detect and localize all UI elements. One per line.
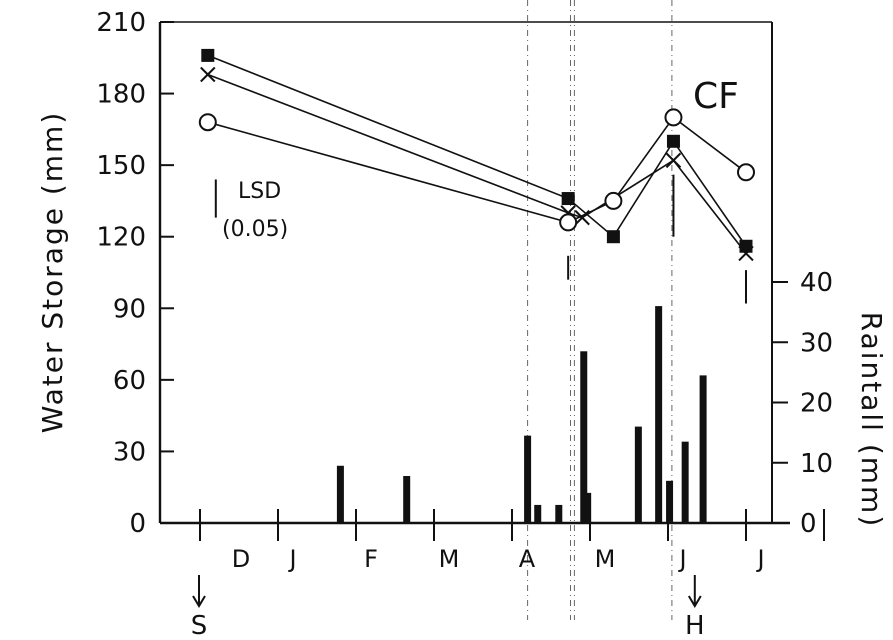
rainfall-bar-5	[580, 351, 588, 523]
left-tick-label-2: 60	[113, 366, 146, 396]
point-x-0-b	[200, 66, 216, 83]
point-open-circle-0	[198, 113, 217, 132]
point-open-circle-2	[604, 191, 623, 210]
rainfall-bar-10	[681, 441, 689, 523]
point-open-circle-1	[559, 213, 578, 232]
point-x-3	[665, 152, 682, 169]
rainfall-bar-4	[555, 504, 563, 523]
point-open-circle-4	[737, 163, 755, 182]
right-tick-label-1: 10	[800, 449, 833, 479]
series-line-open-circle	[207, 116, 747, 224]
rainfall-bar-9	[666, 480, 674, 523]
left-tick-label-0: 0	[129, 509, 146, 539]
point-filled-square-1	[561, 192, 575, 206]
lsd-bars	[214, 174, 747, 304]
rainfall-bar-1	[403, 476, 411, 523]
point-x-0	[200, 66, 216, 83]
month-label-1: J	[287, 545, 296, 573]
month-label-2: F	[364, 545, 378, 573]
month-label-0: D	[232, 545, 250, 573]
lsd-value: (0.05)	[222, 217, 288, 242]
panel-label: CF	[693, 76, 739, 117]
month-label-5: M	[595, 545, 616, 573]
event-arrowhead-S	[192, 595, 206, 608]
rainfall-bars	[336, 306, 707, 523]
right-tick-label-0: 0	[800, 509, 817, 539]
month-label-3: M	[439, 545, 460, 573]
rainfall-bar-3	[534, 504, 542, 523]
point-x-3-b	[665, 152, 682, 169]
right-axis-title: Raintall (mm)	[855, 312, 888, 529]
vertical-date-markers	[527, 0, 673, 620]
left-axis-title: Water Storage (mm)	[36, 111, 69, 434]
water-storage-series	[198, 48, 755, 262]
left-tick-label-3: 90	[113, 294, 146, 324]
left-tick-label-1: 30	[113, 437, 146, 467]
right-tick-label-2: 20	[800, 389, 833, 419]
right-tick-label-4: 40	[800, 268, 833, 298]
point-open-circle-3	[664, 108, 683, 127]
left-tick-label-7: 210	[96, 8, 146, 38]
left-tick-label-5: 150	[96, 151, 146, 181]
lsd-label: LSD	[238, 179, 281, 204]
point-filled-square-0	[201, 48, 215, 62]
rainfall-bar-6	[584, 492, 592, 523]
rainfall-bar-8	[655, 306, 663, 523]
point-x-4-b	[738, 245, 754, 262]
series-line-filled-square	[207, 54, 747, 247]
rainfall-bar-2	[524, 435, 532, 523]
month-label-7: J	[755, 545, 764, 573]
right-axis-ticks: 0 10 20 30 40	[772, 268, 833, 539]
right-tick-label-3: 30	[800, 328, 833, 358]
point-filled-square-3	[666, 134, 680, 148]
point-filled-square-2	[606, 230, 620, 244]
event-arrowhead-H	[687, 595, 702, 608]
point-x-4	[738, 245, 754, 262]
rainfall-bar-7	[634, 426, 642, 523]
point-filled-square-4	[739, 239, 753, 253]
event-label-H: H	[685, 611, 705, 640]
event-label-S: S	[191, 611, 208, 640]
left-tick-label-6: 180	[96, 80, 146, 110]
rainfall-bar-0	[336, 465, 344, 523]
month-label-6: J	[677, 545, 686, 573]
left-axis-ticks: 0 30 60 90 120 150 180 210	[96, 8, 174, 539]
plot-frame	[158, 21, 790, 525]
rainfall-bar-11	[699, 375, 707, 523]
series-line-x	[207, 73, 747, 254]
month-label-4: A	[519, 545, 536, 573]
left-tick-label-4: 120	[96, 223, 146, 253]
